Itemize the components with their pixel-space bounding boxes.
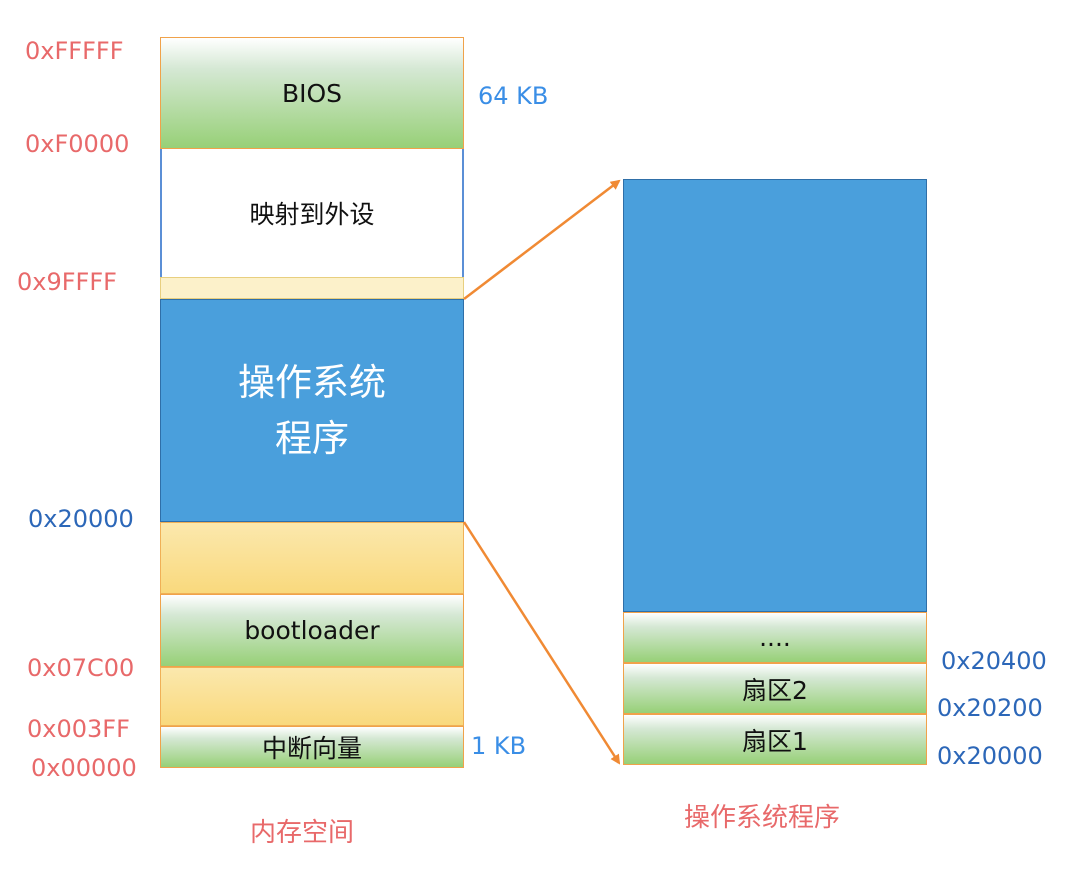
- bios-block: BIOS: [160, 37, 464, 149]
- more-sectors-block: ....: [623, 612, 927, 663]
- memory-space-caption: 内存空间: [250, 818, 355, 848]
- address-0xfffff: 0xFFFFF: [25, 37, 124, 65]
- sector-1-block: 扇区1: [623, 714, 927, 765]
- os-program-block: 操作系统 程序: [160, 299, 464, 522]
- sector-2-block: 扇区2: [623, 663, 927, 714]
- address-0x20000-memory: 0x20000: [28, 505, 134, 533]
- interrupt-vector-label: 中断向量: [261, 734, 362, 763]
- program-body-block: [623, 179, 927, 612]
- interrupt-vector-block: 中断向量: [160, 726, 464, 768]
- bootloader-label: bootloader: [244, 616, 380, 645]
- peripheral-block: 映射到外设: [160, 149, 464, 277]
- address-0x20000-program: 0x20000: [937, 742, 1043, 770]
- free-block-lower: [160, 667, 464, 726]
- address-0x003ff: 0x003FF: [27, 715, 130, 743]
- address-0x07c00: 0x07C00: [27, 654, 135, 682]
- more-sectors-label: ....: [759, 623, 791, 652]
- address-0xf0000: 0xF0000: [25, 130, 130, 158]
- reserved-strip: [160, 277, 464, 299]
- ivt-size: 1 KB: [471, 732, 527, 760]
- peripheral-label: 映射到外设: [249, 200, 375, 229]
- arrow-to-program-bottom: [462, 521, 621, 765]
- sector-1-label: 扇区1: [742, 726, 808, 756]
- sector-2-label: 扇区2: [742, 675, 808, 705]
- bios-size: 64 KB: [478, 82, 549, 110]
- os-program-caption: 操作系统程序: [684, 803, 841, 833]
- address-0x00000: 0x00000: [31, 754, 137, 782]
- bootloader-block: bootloader: [160, 594, 464, 667]
- address-0x20400: 0x20400: [941, 647, 1047, 675]
- free-block-upper: [160, 522, 464, 594]
- bios-label: BIOS: [281, 78, 343, 108]
- os-program-label: 操作系统 程序: [238, 360, 386, 460]
- address-0x20200: 0x20200: [937, 694, 1043, 722]
- address-0x9ffff: 0x9FFFF: [17, 268, 117, 296]
- arrow-to-program-top: [463, 179, 621, 300]
